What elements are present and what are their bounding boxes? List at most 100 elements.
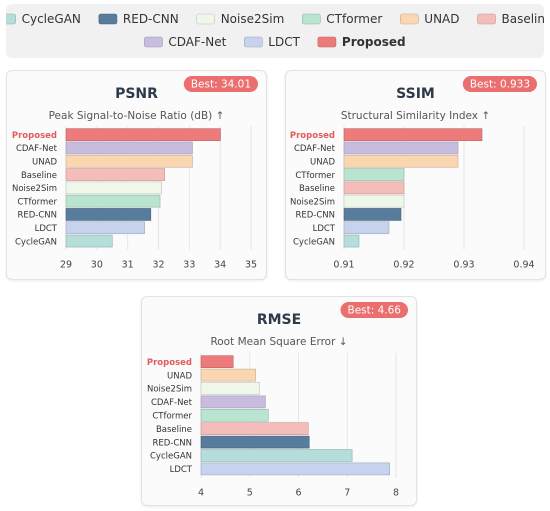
legend-item-cdaf-net: CDAF-Net — [144, 35, 227, 49]
rmse-chart: RMSE Root Mean Square Error ↓ Best: 4.66 4 5… — [147, 302, 408, 499]
ssim-bar-proposed — [343, 128, 483, 141]
rmse-category-label-cdaf-net: CDAF-Net — [151, 398, 193, 408]
ssim-category-label-ldct: LDCT — [313, 224, 336, 234]
ssim-category-label-baseline: Baseline — [299, 184, 335, 194]
psnr-category-label-cyclegan: CycleGAN — [15, 237, 57, 247]
psnr-tick-label: 33 — [183, 260, 195, 271]
rmse-bar-ldct — [200, 462, 390, 476]
rmse-bar-proposed — [200, 355, 234, 369]
psnr-bar-red-cnn — [65, 208, 152, 221]
legend-item-proposed: Proposed — [317, 35, 406, 49]
ssim-chart-panel: SSIM Structural Similarity Index ↑ Best: 0… — [285, 70, 546, 280]
legend-item-ldct: LDCT — [244, 35, 301, 49]
rmse-category-label-proposed: Proposed — [147, 358, 192, 368]
rmse-tick-label: 5 — [247, 488, 253, 499]
legend-swatch-ldct — [244, 36, 263, 48]
ssim-tick-label: 0.92 — [393, 260, 414, 271]
rmse-bar-cyclegan — [200, 449, 353, 462]
legend-swatch-proposed — [317, 36, 337, 48]
legend-svg: CycleGAN RED-CNN Noise2Sim CTformer UNAD Base… — [6, 12, 545, 49]
legend-item-baseline: Baseline — [477, 12, 545, 26]
rmse-best-badge — [340, 302, 408, 318]
ssim-subtitle: Structural Similarity Index ↑ — [341, 110, 490, 122]
ssim-tick-label: 0.94 — [513, 260, 534, 271]
legend-label-baseline: Baseline — [502, 12, 545, 26]
rmse-title: RMSE — [257, 312, 301, 328]
psnr-category-label-noise2sim: Noise2Sim — [12, 184, 57, 194]
legend-swatch-cdaf-net — [144, 36, 163, 48]
ssim-best-badge-text: Best: 0.933 — [470, 79, 530, 91]
rmse-bar-red-cnn — [200, 435, 310, 449]
ssim-category-label-cyclegan: CycleGAN — [293, 237, 335, 247]
legend-label-ctformer: CTformer — [326, 12, 382, 26]
ssim-best-badge — [462, 76, 537, 92]
ssim-bar-baseline — [343, 181, 405, 195]
legend-label-proposed: Proposed — [342, 35, 406, 49]
ssim-category-label-ctformer: CTformer — [295, 171, 335, 181]
rmse-tick-label: 4 — [198, 488, 204, 499]
ssim-bar-cdaf-net — [343, 141, 459, 155]
legend-item-red-cnn: RED-CNN — [98, 12, 179, 26]
psnr-category-label-ldct: LDCT — [35, 224, 58, 234]
rmse-category-label-cyclegan: CycleGAN — [150, 452, 192, 462]
psnr-category-label-proposed: Proposed — [12, 131, 57, 141]
psnr-subtitle: Peak Signal-to-Noise Ratio (dB) ↑ — [49, 110, 225, 122]
psnr-category-label-red-cnn: RED-CNN — [17, 211, 57, 221]
psnr-bar-proposed — [65, 128, 221, 141]
ssim-category-label-noise2sim: Noise2Sim — [290, 197, 335, 207]
rmse-bar-cdaf-net — [200, 395, 266, 409]
psnr-category-label-cdaf-net: CDAF-Net — [16, 144, 58, 154]
ssim-tick-label: 0.91 — [333, 260, 354, 271]
psnr-tick-label: 29 — [60, 260, 72, 271]
legend: CycleGAN RED-CNN Noise2Sim CTformer UNAD Base… — [6, 4, 544, 58]
ssim-tick-label: 0.93 — [453, 260, 474, 271]
legend-label-ldct: LDCT — [268, 35, 300, 49]
rmse-category-label-ctformer: CTformer — [152, 412, 192, 422]
psnr-tick-label: 31 — [122, 260, 134, 271]
psnr-bar-noise2sim — [65, 181, 162, 195]
legend-swatch-unad — [399, 13, 419, 25]
psnr-category-label-unad: UNAD — [32, 157, 57, 167]
rmse-tick-label: 8 — [393, 488, 399, 499]
rmse-category-label-noise2sim: Noise2Sim — [147, 385, 192, 395]
legend-item-ctformer: CTformer — [301, 12, 382, 26]
rmse-tick-label: 6 — [295, 488, 301, 499]
legend-item-noise2sim: Noise2Sim — [196, 12, 284, 26]
rmse-category-label-red-cnn: RED-CNN — [152, 438, 192, 448]
ssim-category-label-proposed: Proposed — [290, 131, 335, 141]
ssim-bar-red-cnn — [343, 208, 402, 221]
rmse-bar-ctformer — [200, 409, 269, 422]
psnr-category-label-ctformer: CTformer — [17, 197, 57, 207]
ssim-chart: SSIM Structural Similarity Index ↑ Best: 0… — [290, 76, 537, 271]
rmse-category-label-ldct: LDCT — [170, 465, 193, 475]
legend-item-cyclegan: CycleGAN — [6, 12, 81, 26]
psnr-chart-panel: PSNR Peak Signal-to-Noise Ratio (dB) ↑ Bes… — [6, 70, 267, 280]
rmse-bar-noise2sim — [200, 382, 260, 395]
psnr-best-badge — [183, 76, 258, 92]
rmse-bar-baseline — [200, 422, 309, 435]
psnr-tick-label: 35 — [245, 260, 257, 271]
ssim-bar-cyclegan — [343, 234, 360, 248]
psnr-bar-ctformer — [65, 194, 161, 208]
legend-swatch-ctformer — [301, 13, 321, 25]
ssim-category-label-unad: UNAD — [310, 157, 335, 167]
ssim-bar-ctformer — [343, 168, 405, 181]
legend-item-unad: UNAD — [399, 12, 460, 26]
psnr-bar-cdaf-net — [65, 141, 193, 155]
psnr-tick-label: 34 — [214, 260, 226, 271]
ssim-title: SSIM — [396, 86, 435, 102]
rmse-category-label-unad: UNAD — [167, 371, 192, 381]
ssim-bar-ldct — [343, 221, 390, 235]
rmse-best-badge-text: Best: 4.66 — [347, 305, 401, 317]
rmse-tick-label: 7 — [344, 488, 350, 499]
rmse-chart-panel: RMSE Root Mean Square Error ↓ Best: 4.66 4 5… — [141, 296, 417, 506]
ssim-category-label-red-cnn: RED-CNN — [295, 211, 335, 221]
rmse-subtitle: Root Mean Square Error ↓ — [210, 336, 347, 348]
psnr-tick-label: 30 — [91, 260, 103, 271]
ssim-bar-unad — [343, 154, 459, 168]
legend-swatch-noise2sim — [196, 13, 215, 25]
psnr-title: PSNR — [115, 86, 158, 102]
legend-label-unad: UNAD — [424, 12, 459, 26]
psnr-bar-baseline — [65, 168, 165, 181]
ssim-bar-noise2sim — [343, 194, 405, 208]
